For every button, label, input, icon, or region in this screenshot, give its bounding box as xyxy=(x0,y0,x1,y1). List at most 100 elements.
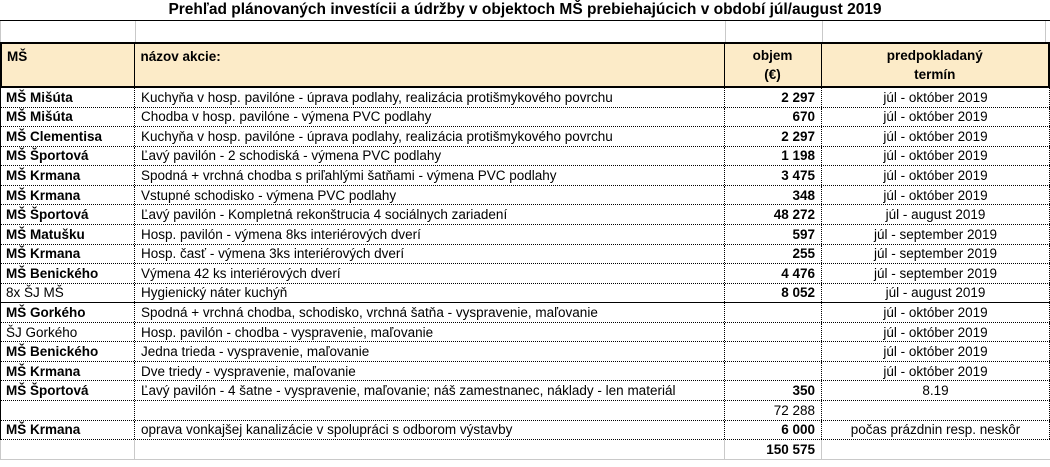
cell-termin: júl - október 2019 xyxy=(822,342,1050,361)
table-row: MŠ Gorkého Spodná + vrchná chodba, schodi… xyxy=(1,303,1050,323)
cell-termin: júl - august 2019 xyxy=(822,205,1050,224)
table-row: MŠ Krmana Hosp. časť - výmena 3ks interié… xyxy=(1,244,1050,265)
cell-ms: MŠ Krmana xyxy=(1,166,135,185)
cell-termin xyxy=(822,401,1050,420)
table-header-row: MŠ názov akcie: objem (€) predpokladaný … xyxy=(0,42,1050,88)
header-objem-line1: objem xyxy=(752,48,793,63)
cell-akcia: Dve triedy - vyspravenie, maľovanie xyxy=(135,361,725,381)
cell-termin: počas prázdnin resp. neskôr xyxy=(822,420,1050,440)
cell-termin: júl - august 2019 xyxy=(822,283,1050,303)
cell-objem: 255 xyxy=(725,244,822,264)
cell-ms: MŠ Mišúta xyxy=(1,107,135,127)
cell-akcia: Chodba v hosp. pavilóne - výmena PVC pod… xyxy=(135,107,725,127)
cell-akcia: Ľavý pavilón - 2 schodiská - výmena PVC … xyxy=(135,146,725,166)
cell-ms: MŠ Športová xyxy=(1,381,135,400)
cell-akcia: oprava vonkajšej kanalizácie v spoluprác… xyxy=(135,420,725,440)
page-title: Prehľad plánovaných investícii a údržby … xyxy=(0,0,1050,21)
cell-ms: MŠ Clementisa xyxy=(1,127,135,146)
cell-ms: MŠ Gorkého xyxy=(1,303,135,322)
table-row: MŠ Športová Ľavý pavilón - 4 šatne - vysp… xyxy=(1,381,1050,401)
cell-termin: júl - október 2019 xyxy=(822,88,1050,107)
cell-termin: júl - október 2019 xyxy=(822,166,1050,185)
gridline xyxy=(135,21,136,42)
cell-ms: MŠ Benického xyxy=(1,342,135,361)
cell-akcia: Kuchyňa v hosp. pavilóne - úprava podlah… xyxy=(135,127,725,146)
cell-akcia: Výmena 42 ks interiérových dverí xyxy=(135,264,725,283)
table-row: 8x ŠJ MŠ Hygienický náter kuchýň 8 052 júl … xyxy=(1,283,1050,304)
cell-termin xyxy=(822,440,1050,459)
table-row: MŠ Mišúta Kuchyňa v hosp. pavilóne - úpra… xyxy=(1,88,1050,108)
cell-objem: 6 000 xyxy=(725,420,822,440)
gridline xyxy=(0,21,1,42)
cell-termin: júl - október 2019 xyxy=(822,127,1050,146)
cell-objem xyxy=(725,361,822,381)
cell-ms: MŠ Krmana xyxy=(1,361,135,381)
cell-ms xyxy=(1,401,135,420)
cell-objem: 8 052 xyxy=(725,283,822,303)
cell-ms: MŠ Krmana xyxy=(1,244,135,264)
cell-ms: 8x ŠJ MŠ xyxy=(1,283,135,303)
cell-objem: 3 475 xyxy=(725,166,822,185)
cell-ms: MŠ Benického xyxy=(1,264,135,283)
gridline xyxy=(1045,21,1046,42)
cell-akcia: Hosp. pavilón - chodba - vyspravenie, ma… xyxy=(135,322,725,342)
table-row: 72 288 xyxy=(1,401,1050,421)
cell-objem: 150 575 xyxy=(725,440,822,459)
cell-objem: 2 297 xyxy=(725,127,822,146)
cell-ms: MŠ Športová xyxy=(1,205,135,224)
cell-objem: 4 476 xyxy=(725,264,822,283)
table-row: MŠ Krmana Dve triedy - vyspravenie, maľov… xyxy=(1,361,1050,382)
header-akcia: názov akcie: xyxy=(135,44,725,86)
cell-termin: júl - september 2019 xyxy=(822,224,1050,244)
table-row: MŠ Benického Výmena 42 ks interiérových d… xyxy=(1,264,1050,284)
cell-objem xyxy=(725,303,822,322)
table-total-slot: 150 575 xyxy=(0,440,1050,460)
table-row: MŠ Športová Ľavý pavilón - Kompletná reko… xyxy=(1,205,1050,225)
cell-ms: MŠ Krmana xyxy=(1,420,135,440)
header-objem-line2: (€) xyxy=(764,67,781,82)
table-row: MŠ Krmana Spodná + vrchná chodba s priľah… xyxy=(1,166,1050,186)
cell-akcia: Hosp. pavilón - výmena 8ks interiérových… xyxy=(135,224,725,244)
cell-objem: 48 272 xyxy=(725,205,822,224)
cell-akcia: Jedna trieda - vyspravenie, maľovanie xyxy=(135,342,725,361)
cell-termin: júl - október 2019 xyxy=(822,303,1050,322)
cell-objem: 350 xyxy=(725,381,822,400)
cell-akcia xyxy=(135,440,725,459)
cell-akcia xyxy=(135,401,725,420)
cell-termin: júl - september 2019 xyxy=(822,244,1050,264)
table-row: MŠ Benického Jedna trieda - vyspravenie, … xyxy=(1,342,1050,362)
cell-objem: 597 xyxy=(725,224,822,244)
cell-akcia: Spodná + vrchná chodba s priľahlými šatň… xyxy=(135,166,725,185)
cell-akcia: Vstupné schodisko - výmena PVC podlahy xyxy=(135,185,725,205)
cell-objem: 1 198 xyxy=(725,146,822,166)
cell-ms: MŠ Športová xyxy=(1,146,135,166)
cell-objem: 670 xyxy=(725,107,822,127)
cell-termin: júl - október 2019 xyxy=(822,146,1050,166)
cell-termin: júl - október 2019 xyxy=(822,185,1050,205)
table-body: MŠ Mišúta Kuchyňa v hosp. pavilóne - úpra… xyxy=(0,88,1050,441)
cell-ms: MŠ Mišúta xyxy=(1,88,135,107)
table-row: MŠ Mišúta Chodba v hosp. pavilóne - výmen… xyxy=(1,107,1050,128)
table-row: MŠ Športová Ľavý pavilón - 2 schodiská - … xyxy=(1,146,1050,167)
header-ms: MŠ xyxy=(2,44,135,86)
header-termin-line2: termín xyxy=(914,67,956,82)
header-objem: objem (€) xyxy=(725,44,822,86)
cell-termin: júl - október 2019 xyxy=(822,361,1050,381)
gridline xyxy=(725,21,726,42)
table-row: MŠ Krmana Vstupné schodisko - výmena PVC … xyxy=(1,185,1050,206)
cell-akcia: Hygienický náter kuchýň xyxy=(135,283,725,303)
cell-termin: júl - október 2019 xyxy=(822,107,1050,127)
cell-ms: MŠ Krmana xyxy=(1,185,135,205)
table-row: 150 575 xyxy=(0,440,1050,460)
cell-akcia: Hosp. časť - výmena 3ks interiérových dv… xyxy=(135,244,725,264)
cell-objem: 348 xyxy=(725,185,822,205)
cell-objem: 72 288 xyxy=(725,401,822,420)
header-termin-line1: predpokladaný xyxy=(886,48,983,63)
cell-ms xyxy=(1,440,135,459)
empty-row xyxy=(0,21,1050,42)
header-termin: predpokladaný termín xyxy=(822,44,1049,86)
cell-ms: ŠJ Gorkého xyxy=(1,322,135,342)
cell-akcia: Ľavý pavilón - 4 šatne - vyspravenie, ma… xyxy=(135,381,725,400)
cell-objem xyxy=(725,322,822,342)
